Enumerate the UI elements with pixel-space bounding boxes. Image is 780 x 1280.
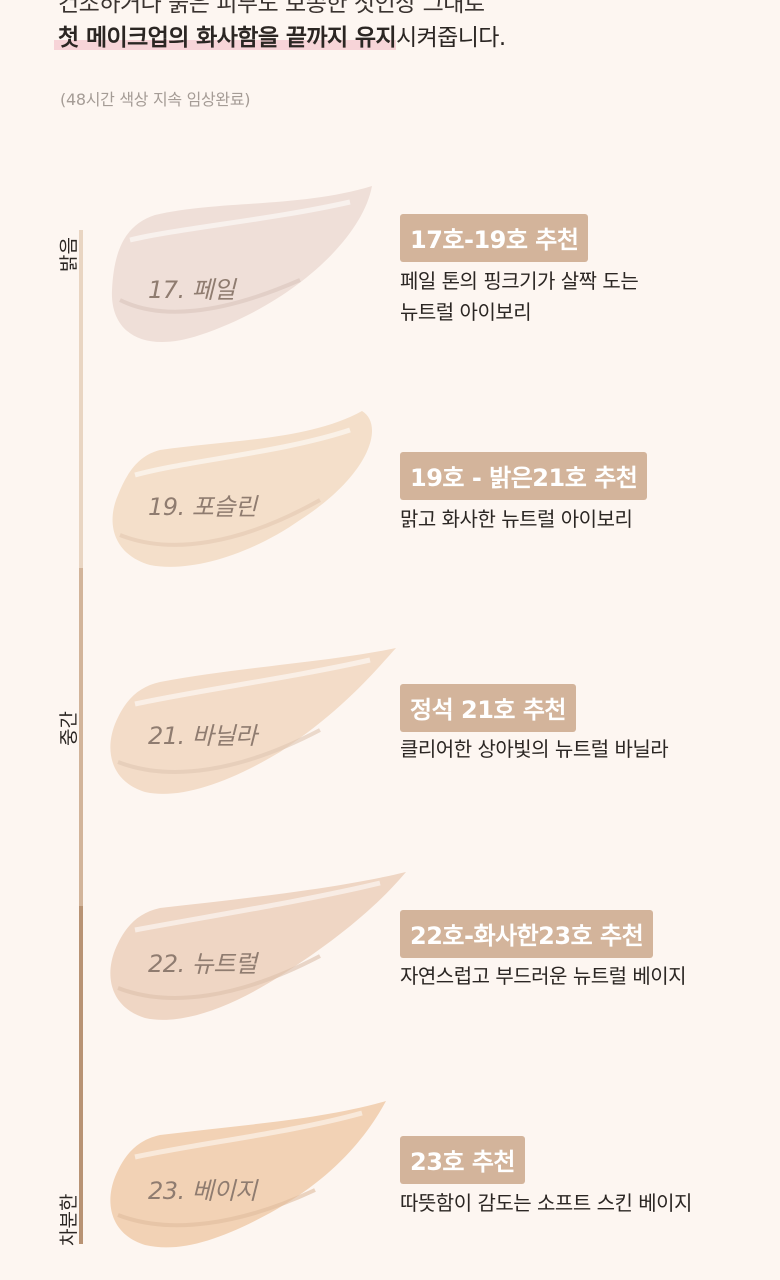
shade-description-line: 페일 톤의 핑크기가 살짝 도는 bbox=[400, 269, 639, 293]
shade-swatch-23: 23. 베이지 bbox=[100, 1095, 410, 1275]
shade-description-line: 자연스럽고 부드러운 뉴트럴 베이지 bbox=[400, 964, 687, 988]
scale-label-dark: 차분한 bbox=[58, 1193, 80, 1246]
shade-badge: 23호 추천 bbox=[400, 1136, 525, 1184]
scale-bar-middle bbox=[79, 568, 83, 906]
shade-label: 22. 뉴트럴 bbox=[148, 950, 257, 978]
shade-badge: 19호 - 밝은21호 추천 bbox=[400, 452, 648, 500]
shade-swatch-19: 19. 포슬린 bbox=[100, 405, 410, 585]
shade-swatch-22: 22. 뉴트럴 bbox=[100, 868, 410, 1048]
shade-description-line: 뉴트럴 아이보리 bbox=[400, 300, 532, 324]
headline-rest: 시켜줍니다. bbox=[396, 25, 506, 51]
shade-description-line: 클리어한 상아빛의 뉴트럴 바닐라 bbox=[400, 737, 669, 761]
cream-swatch-image bbox=[112, 411, 373, 567]
scale-bar-dark bbox=[79, 906, 83, 1244]
shade-description: 따뜻함이 감도는 소프트 스킨 베이지 bbox=[400, 1188, 692, 1219]
headline: 첫 메이크업의 화사함을 끝까지 유지시켜줍니다. bbox=[58, 18, 506, 52]
shade-badge: 22호-화사한23호 추천 bbox=[400, 910, 654, 958]
shade-label: 17. 페일 bbox=[148, 276, 235, 304]
shade-description: 맑고 화사한 뉴트럴 아이보리 bbox=[400, 504, 633, 535]
shade-badge: 17호-19호 추천 bbox=[400, 214, 589, 262]
shade-swatch-17: 17. 페일 bbox=[100, 180, 410, 360]
shade-label: 21. 바닐라 bbox=[148, 722, 257, 750]
scale-bar-bright bbox=[79, 230, 83, 568]
scale-label-middle: 중간 bbox=[58, 711, 80, 746]
shade-label: 19. 포슬린 bbox=[148, 493, 257, 521]
shade-description-line: 따뜻함이 감도는 소프트 스킨 베이지 bbox=[400, 1191, 692, 1215]
scale-label-bright: 밝음 bbox=[58, 237, 80, 272]
shade-label: 23. 베이지 bbox=[148, 1177, 257, 1205]
clinical-note: (48시간 색상 지속 임상완료) bbox=[60, 90, 251, 109]
cream-swatch-image bbox=[110, 1101, 386, 1248]
cream-swatch-image bbox=[111, 186, 372, 343]
shade-description: 페일 톤의 핑크기가 살짝 도는 뉴트럴 아이보리 bbox=[400, 266, 639, 328]
shade-description: 클리어한 상아빛의 뉴트럴 바닐라 bbox=[400, 734, 669, 765]
shade-description: 자연스럽고 부드러운 뉴트럴 베이지 bbox=[400, 961, 687, 992]
cream-swatch-image bbox=[110, 648, 396, 794]
cream-swatch-image bbox=[110, 872, 406, 1020]
headline-highlight: 첫 메이크업의 화사함을 끝까지 유지 bbox=[58, 25, 397, 51]
shade-badge: 정석 21호 추천 bbox=[400, 684, 577, 732]
intro-top-line: 건조하거나 붉은 피부도 보송한 첫인상 그대로 bbox=[58, 0, 485, 17]
shade-swatch-21: 21. 바닐라 bbox=[100, 642, 410, 822]
shade-description-line: 맑고 화사한 뉴트럴 아이보리 bbox=[400, 507, 633, 531]
